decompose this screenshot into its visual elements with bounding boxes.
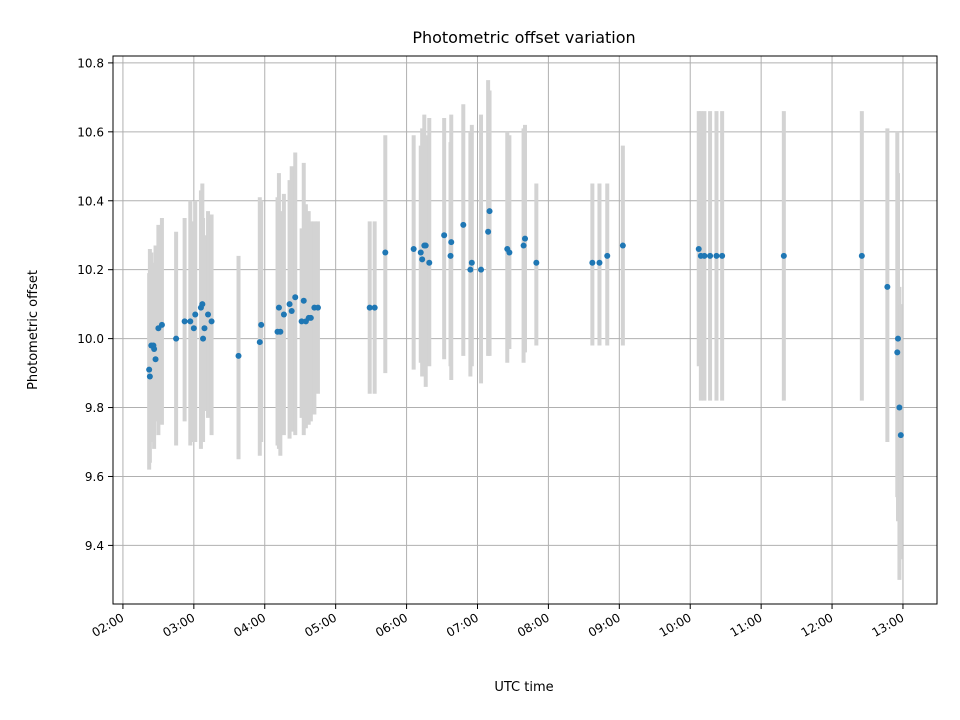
y-tick-label: 10.4 <box>77 194 104 208</box>
data-point <box>468 259 475 266</box>
data-point <box>619 242 626 249</box>
data-point <box>896 404 903 411</box>
data-point <box>410 246 417 253</box>
data-point <box>158 321 165 328</box>
y-tick-label: 9.4 <box>85 539 104 553</box>
data-point <box>371 304 378 311</box>
data-point <box>780 252 787 259</box>
data-point <box>146 373 153 380</box>
data-point <box>235 352 242 359</box>
y-tick-label: 10.6 <box>77 125 104 139</box>
data-point <box>419 256 426 263</box>
data-point <box>417 249 424 256</box>
y-tick-label: 9.8 <box>85 401 104 415</box>
data-point <box>894 349 901 356</box>
x-tick-label: 08:00 <box>515 610 552 639</box>
data-point <box>448 239 455 246</box>
data-point <box>200 335 207 342</box>
data-point <box>713 252 720 259</box>
data-point <box>199 301 206 308</box>
y-tick-label: 10.8 <box>77 56 104 70</box>
data-point <box>520 242 527 249</box>
y-tick-label: 9.6 <box>85 470 104 484</box>
data-point <box>467 266 474 273</box>
x-tick-label: 11:00 <box>728 610 765 639</box>
data-point <box>719 252 726 259</box>
data-point <box>275 304 282 311</box>
x-axis-ticks: 02:00 03:00 04:00 05:00 06:00 07:00 08:00 09:00… <box>89 604 906 640</box>
data-point <box>307 314 314 321</box>
data-point <box>286 301 293 308</box>
data-point <box>422 242 429 249</box>
data-point <box>190 325 197 332</box>
data-point <box>314 304 321 311</box>
x-tick-label: 09:00 <box>586 610 623 639</box>
data-point <box>701 252 708 259</box>
data-point <box>894 335 901 342</box>
data-point <box>426 259 433 266</box>
data-point <box>187 318 194 325</box>
data-point <box>205 311 212 318</box>
data-point <box>382 249 389 256</box>
x-tick-label: 07:00 <box>444 610 481 639</box>
error-bars <box>147 80 903 580</box>
x-axis-label: UTC time <box>494 680 553 695</box>
data-point <box>151 345 158 352</box>
data-point <box>478 266 485 273</box>
y-axis-label: Photometric offset <box>26 270 41 390</box>
x-tick-label: 03:00 <box>160 610 197 639</box>
data-point <box>897 432 904 439</box>
data-point <box>298 318 305 325</box>
data-point <box>280 311 287 318</box>
data-point <box>522 235 528 242</box>
data-point <box>181 318 188 325</box>
chart-title: Photometric offset variation <box>412 28 635 47</box>
data-point <box>277 328 284 335</box>
x-tick-label: 06:00 <box>373 610 410 639</box>
data-point <box>884 283 891 290</box>
data-point <box>858 252 865 259</box>
y-tick-label: 10.0 <box>77 332 104 346</box>
x-tick-label: 12:00 <box>799 610 836 639</box>
data-point <box>486 208 493 215</box>
data-point <box>292 294 299 301</box>
data-point <box>173 335 180 342</box>
data-point <box>300 297 307 304</box>
data-point <box>146 366 153 373</box>
data-point <box>589 259 596 266</box>
x-tick-label: 13:00 <box>870 610 907 639</box>
x-tick-label: 02:00 <box>89 610 126 639</box>
data-point <box>485 228 492 235</box>
data-point <box>366 304 373 311</box>
data-point <box>256 339 263 346</box>
data-point <box>447 252 454 259</box>
data-point <box>506 249 513 256</box>
data-point <box>695 246 702 253</box>
data-point <box>152 356 159 363</box>
data-point <box>596 259 603 266</box>
y-axis-ticks: 9.4 9.6 9.8 10.0 10.2 10.4 10.6 10.8 <box>77 56 113 553</box>
plot-frame <box>112 55 938 605</box>
data-point <box>604 252 611 259</box>
data-point <box>441 232 448 239</box>
data-point <box>707 252 714 259</box>
data-point <box>208 318 215 325</box>
data-point <box>288 308 295 315</box>
x-tick-label: 05:00 <box>302 610 339 639</box>
data-points <box>146 208 904 439</box>
data-point <box>460 221 467 228</box>
data-point <box>533 259 540 266</box>
x-tick-label: 04:00 <box>231 610 268 639</box>
data-point <box>192 311 199 318</box>
data-point <box>201 325 208 332</box>
y-tick-label: 10.2 <box>77 263 104 277</box>
x-tick-label: 10:00 <box>657 610 694 639</box>
data-point <box>258 321 265 328</box>
